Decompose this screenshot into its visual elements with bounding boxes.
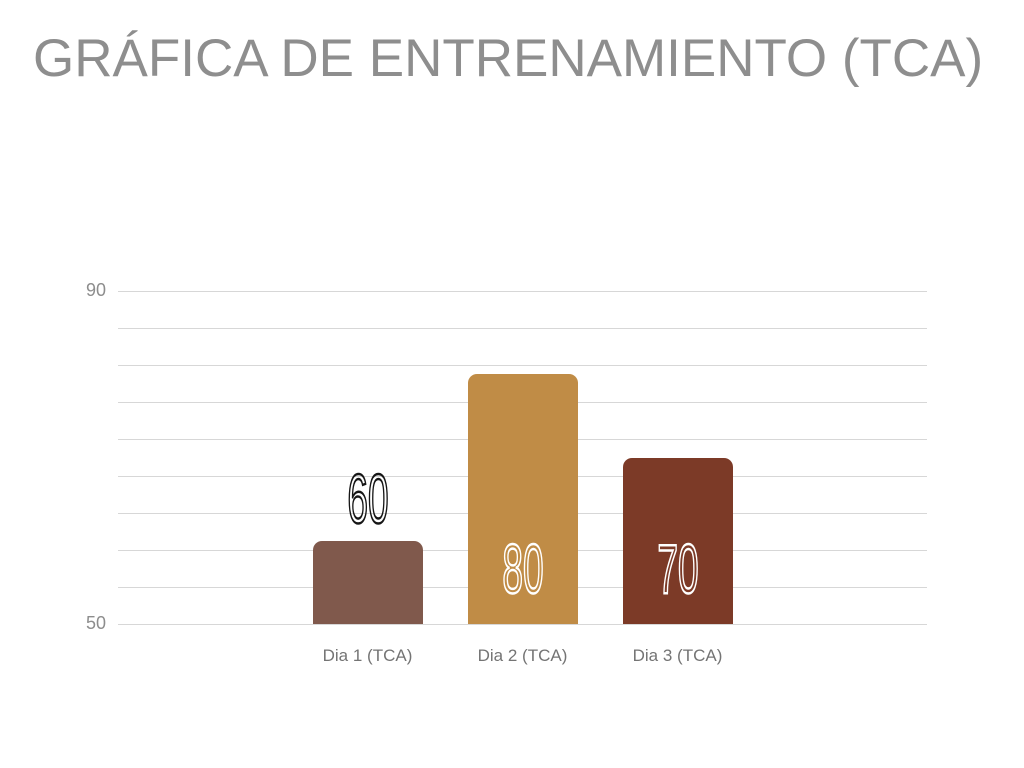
bar-chart-plot-area: 60 8070 Dia 1 (TCA) Dia 2 (TCA) Dia 3 (TCA)… [86, 280, 927, 665]
gridline [118, 327, 927, 329]
x-axis-category-label: Dia 3 (TCA) [632, 646, 723, 665]
gridline [118, 364, 927, 366]
bar-dia-2-tca [467, 374, 578, 624]
y-axis-tick-label: 50 [85, 613, 106, 634]
x-axis-labels: Dia 1 (TCA) Dia 2 (TCA) Dia 3 (TCA) [118, 646, 927, 666]
x-axis-category-label: Dia 2 (TCA) [477, 646, 568, 665]
bars-row: 60 8070 [118, 291, 927, 624]
bar-group-1: 60 [312, 291, 423, 624]
y-axis-tick-label: 90 [85, 280, 106, 301]
gridline [118, 291, 927, 292]
bar-dia-1-tca [312, 540, 423, 624]
bar-value-label: 60 [346, 459, 389, 538]
x-axis-category-label: Dia 1 (TCA) [322, 646, 413, 665]
slide-title: GRÁFICA DE ENTRENAMIENTO (TCA) [33, 29, 984, 88]
bar-group-2: 80 [467, 291, 578, 624]
gridline [118, 624, 927, 625]
bar-dia-3-tca [622, 457, 733, 624]
bar-group-3: 70 [622, 291, 733, 624]
